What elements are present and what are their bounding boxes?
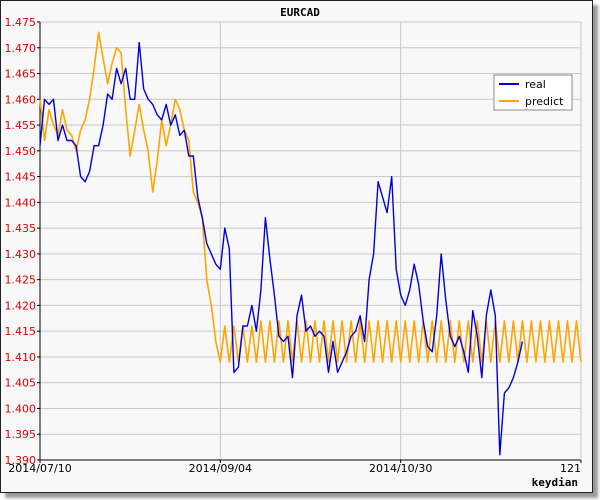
chart-title: EURCAD — [280, 6, 320, 19]
y-tick-label: 1.455 — [5, 119, 37, 132]
y-tick-label: 1.430 — [5, 248, 37, 261]
legend-box — [493, 74, 573, 111]
series-line-predict — [39, 31, 582, 363]
axes — [39, 22, 582, 461]
y-tick-label: 1.470 — [5, 42, 37, 55]
y-tick-label: 1.420 — [5, 299, 37, 312]
y-tick-label: 1.475 — [5, 16, 37, 29]
y-axis-ticks: 1.390 1.395 1.400 1.405 1.410 1.415 1.420 1.425… — [5, 16, 40, 467]
y-tick-label: 1.440 — [5, 196, 37, 209]
y-tick-label: 1.400 — [5, 402, 37, 415]
series-line-real — [39, 41, 524, 456]
y-tick-label: 1.410 — [5, 351, 37, 364]
credit-label: keydian — [532, 476, 578, 489]
y-tick-label: 1.445 — [5, 171, 37, 184]
y-tick-label: 1.390 — [5, 454, 37, 467]
x-tick-label: 2014/09/04 — [189, 462, 252, 475]
y-tick-label: 1.460 — [5, 93, 37, 106]
legend-label-real: real — [525, 78, 546, 91]
legend-label-predict: predict — [525, 95, 564, 108]
y-tick-label: 1.450 — [5, 145, 37, 158]
legend: real predict — [493, 74, 573, 111]
y-tick-label: 1.415 — [5, 325, 37, 338]
y-tick-label: 1.465 — [5, 68, 37, 81]
y-tick-label: 1.405 — [5, 377, 37, 390]
series-lines — [39, 31, 582, 456]
y-tick-label: 1.395 — [5, 428, 37, 441]
y-tick-label: 1.425 — [5, 274, 37, 287]
x-tick-label: 2014/07/10 — [8, 462, 71, 475]
x-axis-ticks: 2014/07/10 2014/09/04 2014/10/30 121 — [8, 460, 582, 475]
x-tick-label: 2014/10/30 — [369, 462, 432, 475]
x-tick-label: 121 — [560, 462, 581, 475]
y-tick-label: 1.435 — [5, 222, 37, 235]
